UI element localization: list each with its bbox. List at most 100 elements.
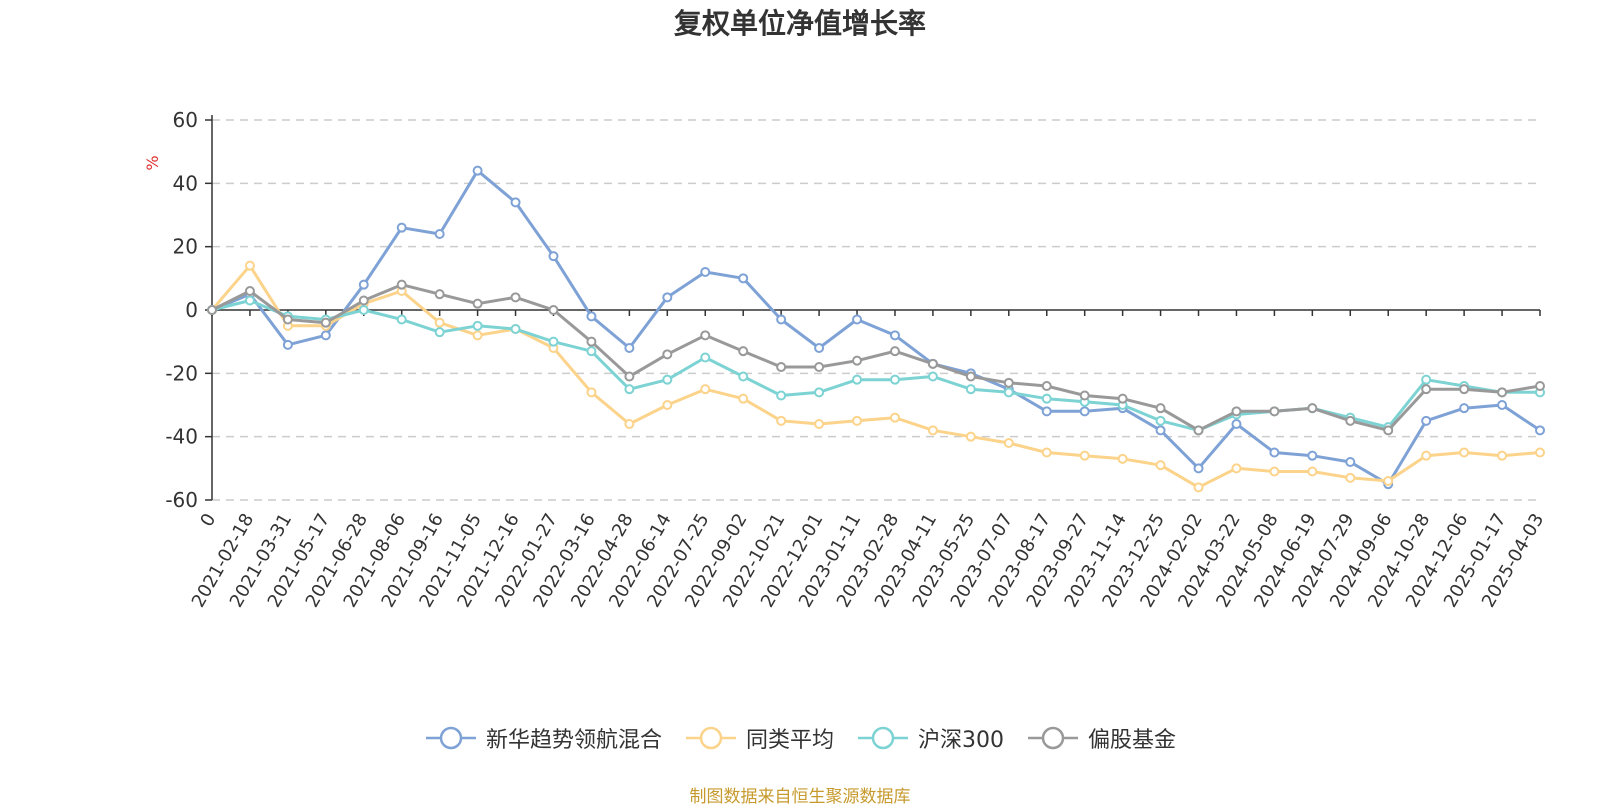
legend-item-1[interactable]: 同类平均 <box>684 722 834 754</box>
circle-line-icon <box>858 726 908 750</box>
series-3-point <box>1231 406 1242 417</box>
series-3-point <box>207 305 217 315</box>
series-0-point <box>624 343 635 353</box>
legend-item-3[interactable]: 偏股基金 <box>1026 722 1176 754</box>
series-1-point <box>1231 463 1242 474</box>
series-3-point <box>700 330 711 341</box>
series-1-point <box>624 419 635 429</box>
legend-item-0[interactable]: 新华趋势领航混合 <box>424 722 662 754</box>
series-0-point <box>1307 450 1318 461</box>
series-1-point <box>927 425 938 436</box>
axes <box>205 115 1541 501</box>
series-2-point <box>776 390 787 401</box>
legend-label: 新华趋势领航混合 <box>485 728 662 753</box>
series-2-point <box>889 374 900 385</box>
series-2-point <box>814 387 825 398</box>
series-1-point <box>700 384 711 395</box>
circle-line-icon <box>1028 726 1078 750</box>
series-0-point <box>738 273 749 284</box>
series-1-point <box>472 330 483 341</box>
series-1-point <box>244 260 255 271</box>
series-1-point <box>1535 447 1545 458</box>
x-tick-label: 0 <box>196 510 220 530</box>
series-3-point <box>320 317 331 328</box>
series-3-point <box>434 289 445 300</box>
series-3-point <box>472 298 483 309</box>
series-line-0 <box>211 169 1541 486</box>
series-3-point <box>624 371 635 382</box>
series-0-point <box>1193 463 1204 474</box>
series-3-point <box>1383 425 1394 436</box>
series-3-point <box>1459 384 1470 395</box>
series-3-point <box>1041 381 1052 391</box>
series-2-point <box>1155 415 1166 426</box>
series-3-point <box>510 292 521 303</box>
series-0-point <box>1269 447 1280 458</box>
legend-label: 沪深300 <box>918 728 1004 753</box>
series-1-point <box>1345 472 1356 483</box>
series-0-point <box>1421 415 1432 426</box>
series-3-point <box>1155 403 1166 414</box>
series-2-point <box>244 295 255 306</box>
series-2-point <box>738 371 749 382</box>
legend-label: 偏股基金 <box>1088 728 1177 753</box>
series-2-point <box>358 305 369 315</box>
series-0-point <box>814 343 825 353</box>
series-1-point <box>738 393 749 404</box>
y-tick-label: 0 <box>185 298 198 322</box>
series-3-point <box>852 355 863 366</box>
series-0-point <box>1079 406 1090 417</box>
series-1-point <box>1193 482 1204 493</box>
circle-line-icon <box>685 726 736 750</box>
series-0-point <box>396 222 407 233</box>
series-3-point <box>396 279 407 290</box>
series-1-point <box>1155 460 1166 471</box>
legend: 新华趋势领航混合 同类平均 沪深300 偏股基金 <box>0 722 1600 754</box>
series-2-point <box>1003 387 1014 398</box>
series-1-point <box>889 412 900 423</box>
series-1-point <box>1003 438 1014 448</box>
legend-item-2[interactable]: 沪深300 <box>856 722 1004 754</box>
series-0-point <box>1345 457 1356 467</box>
series-3-point <box>1307 403 1318 414</box>
series-2-point <box>662 374 673 385</box>
series-0-point <box>510 197 521 208</box>
series-0-point <box>1497 400 1508 410</box>
source-note: 制图数据来自恒生聚源数据库 <box>689 787 911 807</box>
series-0-point <box>852 314 863 325</box>
series-1-point <box>586 387 597 398</box>
series-1-point <box>1421 450 1432 461</box>
series-3-point <box>1079 390 1090 401</box>
series-2-point <box>396 314 407 325</box>
grid-lines <box>212 119 1540 501</box>
series-0-point <box>1041 406 1052 417</box>
series-0-point <box>1535 425 1545 436</box>
series-3-point <box>282 314 293 325</box>
series-1-point <box>852 415 863 426</box>
series-2-point <box>1041 393 1052 404</box>
series-3-point <box>1269 406 1280 417</box>
series-3-point <box>548 305 559 315</box>
series-2-point <box>1421 374 1432 385</box>
series-0-point <box>700 267 711 277</box>
series-1-point <box>1383 476 1394 486</box>
legend-marker <box>871 726 895 750</box>
series-0-point <box>1155 425 1166 436</box>
series-1-point <box>776 415 787 426</box>
series-line-1 <box>210 264 1541 489</box>
series-0-point <box>548 251 559 262</box>
series-1-point <box>965 431 976 442</box>
series-2-point <box>700 352 711 363</box>
series-1-point <box>1041 447 1052 458</box>
series-0-point <box>1459 403 1470 414</box>
series-1-point <box>1269 466 1280 477</box>
series-0-point <box>776 314 787 325</box>
series-2-point <box>510 324 521 334</box>
series-2-point <box>548 336 559 347</box>
series-0-point <box>889 330 900 341</box>
series-1-point <box>434 317 445 328</box>
legend-marker <box>439 726 463 750</box>
series-3-point <box>586 336 597 347</box>
circle-line-icon <box>425 726 476 750</box>
series-3-point <box>1535 381 1545 391</box>
